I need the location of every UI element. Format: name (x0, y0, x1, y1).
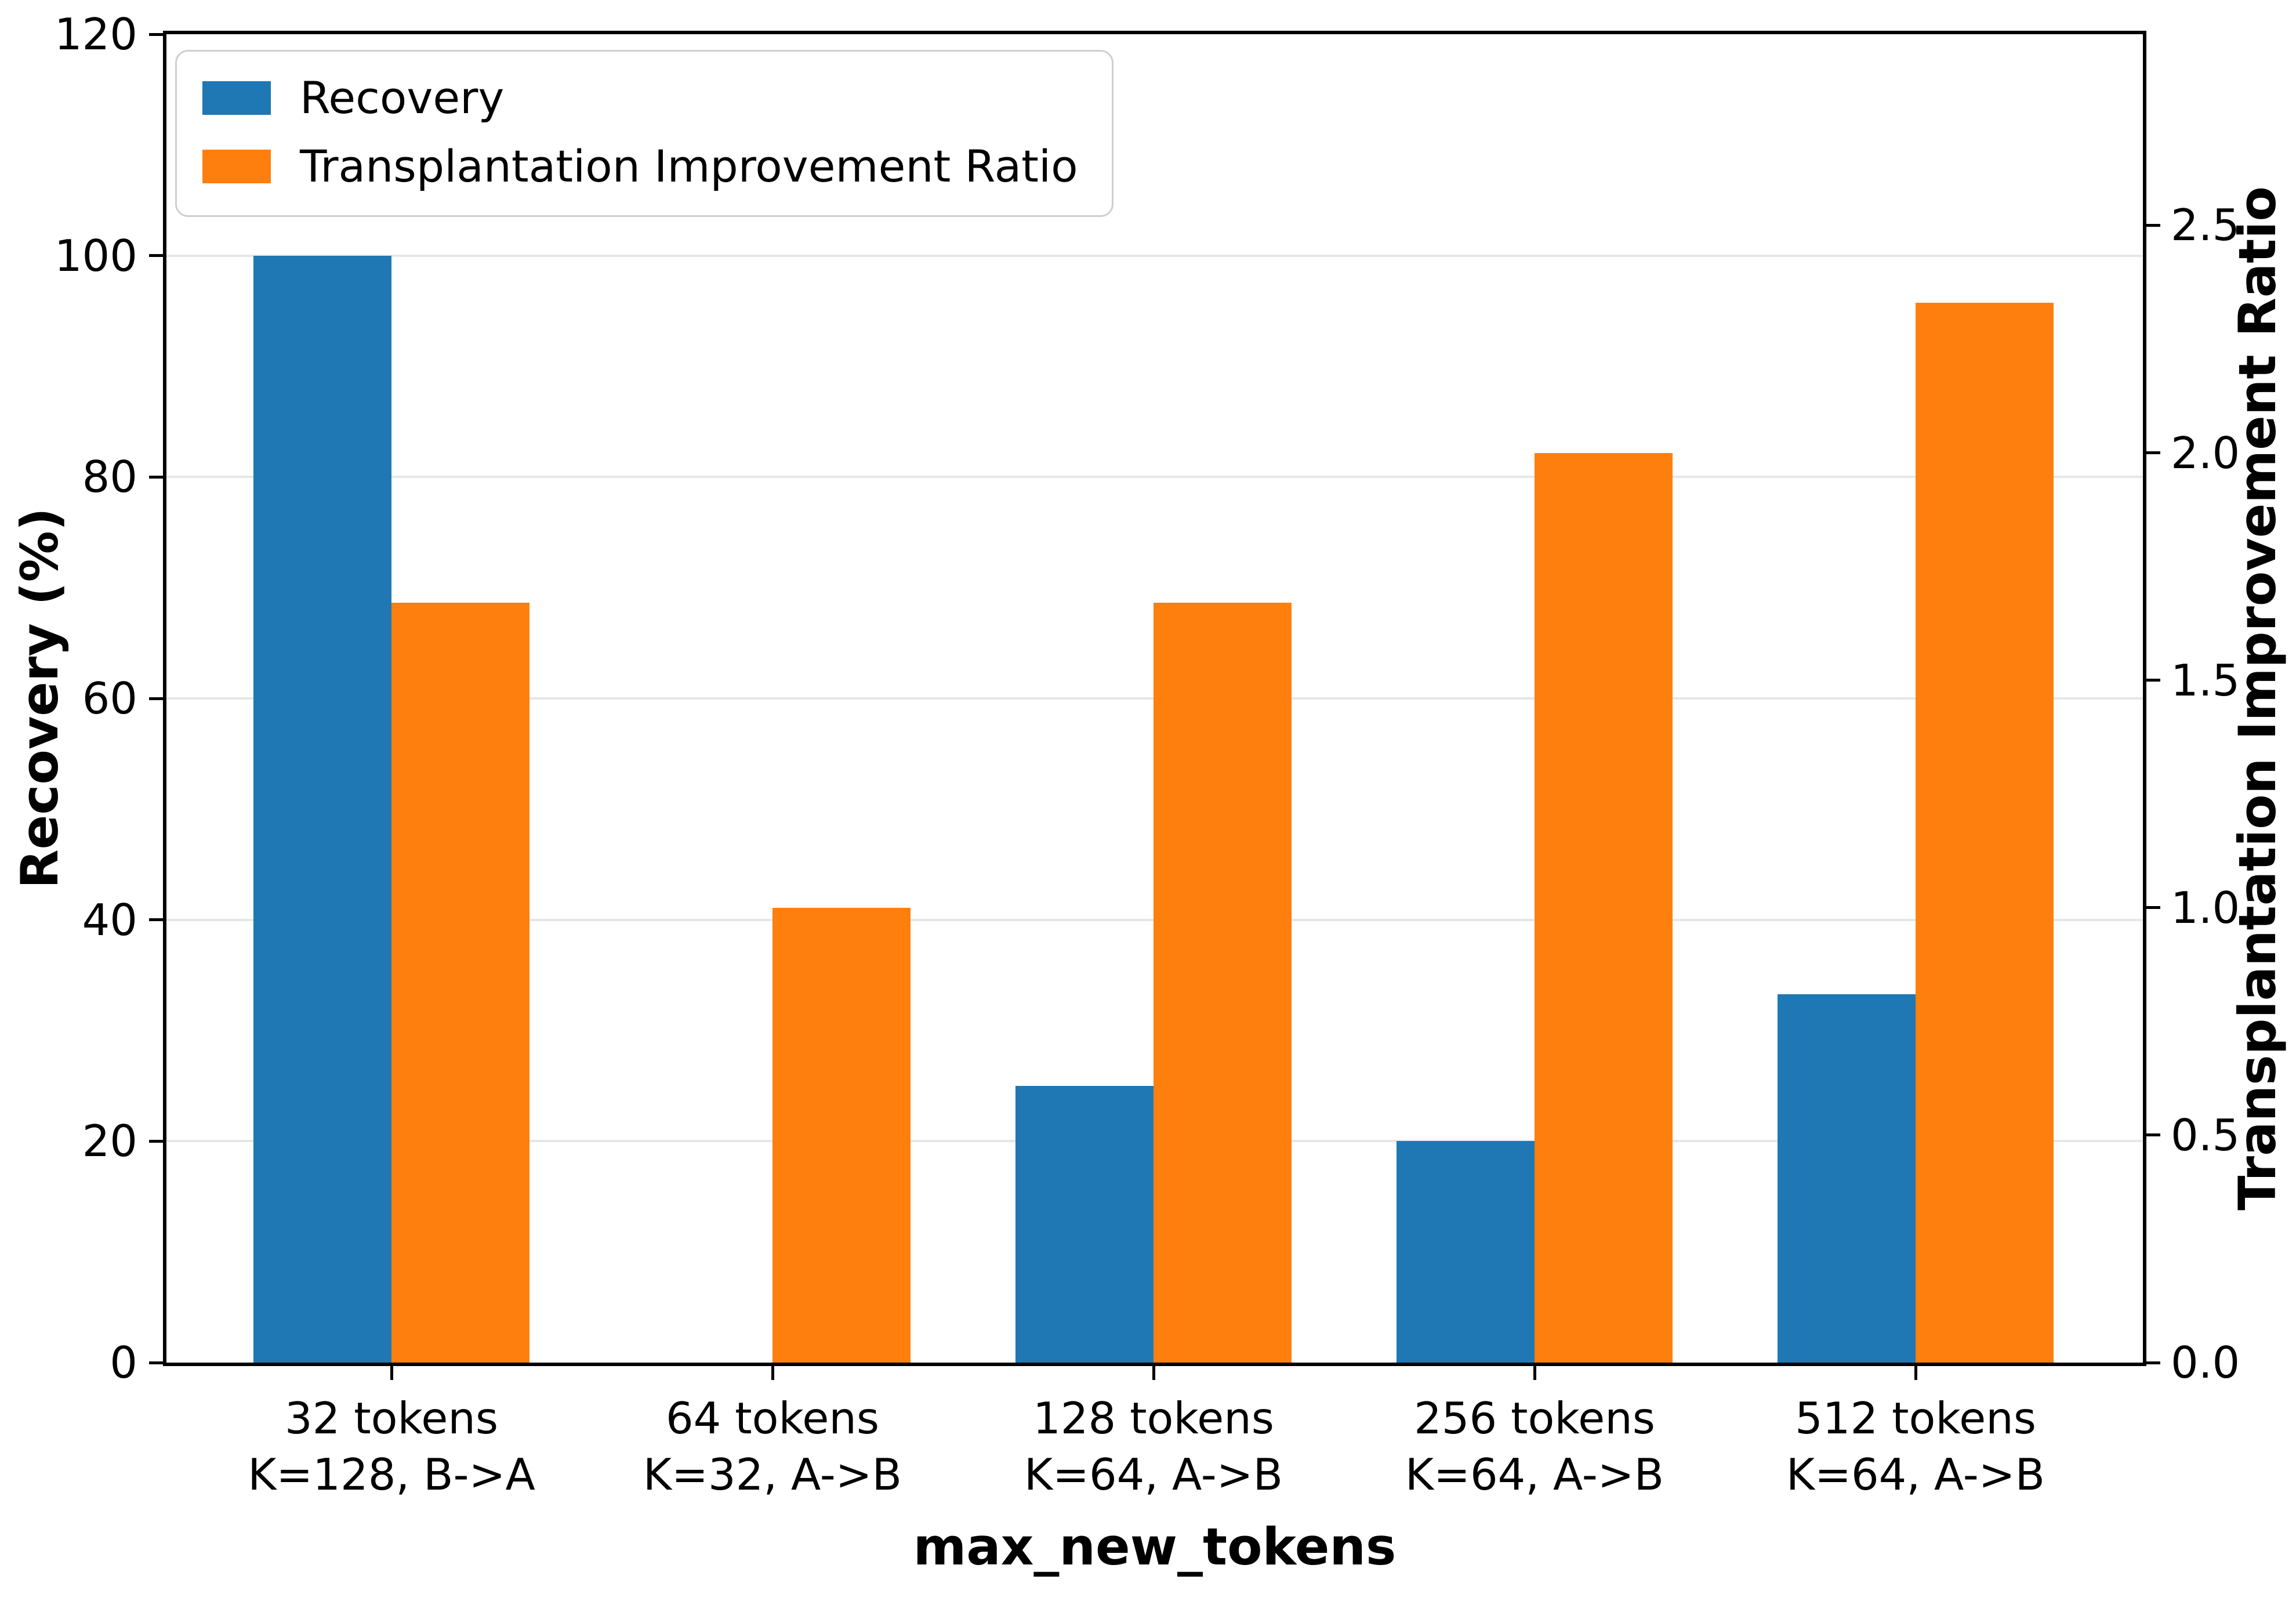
bar-ratio-1 (772, 907, 911, 1363)
x-axis-tick-0 (390, 1366, 393, 1380)
right-tick-label-2.5: 2.5 (2171, 200, 2240, 251)
gridline-y80 (166, 476, 2143, 479)
legend-item-recovery: Recovery (202, 75, 1078, 121)
left-axis-tick-100 (149, 254, 163, 258)
left-tick-label-80: 80 (82, 451, 137, 503)
left-axis-spine (163, 31, 166, 1366)
legend: Recovery Transplantation Improvement Rat… (175, 50, 1113, 217)
right-axis-title-wrap: Transplantation Improvement Ratio (2221, 34, 2294, 1363)
left-tick-label-40: 40 (82, 894, 137, 946)
right-axis-spine (2143, 31, 2146, 1366)
bar-ratio-3 (1535, 452, 1673, 1363)
category-label-4: 512 tokens K=64, A->B (1786, 1393, 2045, 1500)
ratio-swatch-icon (202, 150, 271, 183)
left-axis-tick-120 (149, 32, 163, 36)
right-axis-tick-0.5 (2146, 1133, 2160, 1137)
bar-recovery-4 (1778, 994, 1916, 1363)
right-axis-tick-2.5 (2146, 223, 2160, 227)
left-axis-title: Recovery (%) (9, 508, 70, 889)
right-tick-label-1.5: 1.5 (2171, 654, 2240, 706)
category-label-0: 32 tokens K=128, B->A (248, 1393, 535, 1500)
right-axis-tick-1.5 (2146, 679, 2160, 682)
left-axis-tick-80 (149, 475, 163, 479)
right-tick-label-1: 1.0 (2171, 882, 2240, 933)
left-tick-label-120: 120 (54, 9, 137, 60)
bar-ratio-4 (1916, 302, 2054, 1363)
bar-ratio-0 (391, 603, 529, 1363)
right-tick-label-2: 2.0 (2171, 427, 2240, 479)
left-axis-tick-0 (149, 1361, 163, 1364)
left-tick-label-20: 20 (82, 1115, 137, 1167)
x-axis-tick-4 (1914, 1366, 1917, 1380)
right-axis-tick-1 (2146, 906, 2160, 910)
category-label-1: 64 tokens K=32, A->B (643, 1393, 902, 1500)
x-axis-tick-2 (1152, 1366, 1155, 1380)
bar-recovery-2 (1015, 1085, 1154, 1363)
left-axis-tick-20 (149, 1139, 163, 1143)
right-tick-label-0: 0.0 (2171, 1337, 2240, 1388)
category-label-3: 256 tokens K=64, A->B (1405, 1393, 1664, 1500)
legend-label-recovery: Recovery (300, 72, 505, 124)
bar-recovery-3 (1397, 1141, 1535, 1363)
left-axis-tick-60 (149, 697, 163, 700)
right-tick-label-0.5: 0.5 (2171, 1109, 2240, 1161)
gridline-y100 (166, 254, 2143, 257)
recovery-swatch-icon (202, 81, 271, 115)
legend-item-ratio: Transplantation Improvement Ratio (202, 143, 1078, 190)
x-axis-tick-1 (771, 1366, 774, 1380)
right-axis-title: Transplantation Improvement Ratio (2228, 186, 2287, 1211)
left-axis-title-wrap: Recovery (%) (5, 34, 74, 1363)
bar-ratio-2 (1154, 603, 1292, 1363)
x-axis-title: max_new_tokens (913, 1517, 1397, 1577)
right-axis-tick-2 (2146, 451, 2160, 454)
top-spine (163, 31, 2146, 34)
left-tick-label-100: 100 (54, 230, 137, 281)
left-tick-label-60: 60 (82, 673, 137, 724)
right-axis-tick-0 (2146, 1361, 2160, 1364)
left-tick-label-0: 0 (110, 1337, 137, 1388)
bar-recovery-0 (253, 255, 391, 1363)
category-label-2: 128 tokens K=64, A->B (1024, 1393, 1283, 1500)
plot-area: 0 20 40 60 80 100 120 0.0 0.5 1.0 1.5 2.0 2.5 32 toke… (55, 12, 2240, 1500)
legend-label-ratio: Transplantation Improvement Ratio (300, 140, 1078, 192)
x-axis-tick-3 (1533, 1366, 1536, 1380)
x-axis-spine (163, 1363, 2146, 1366)
left-axis-tick-40 (149, 918, 163, 922)
